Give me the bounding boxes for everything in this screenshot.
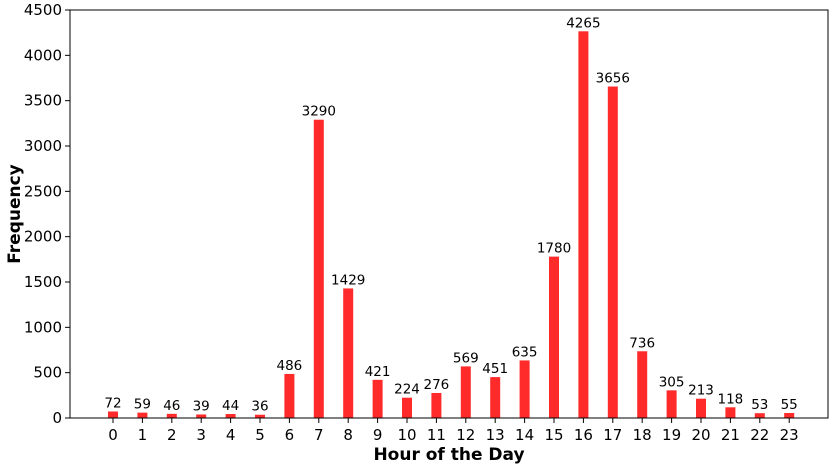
data-label-hour-16: 4265: [566, 15, 600, 31]
data-label-hour-14: 635: [512, 344, 538, 360]
data-label-hour-18: 736: [629, 335, 655, 351]
data-label-hour-1: 59: [134, 397, 151, 413]
bar-hour-11: [431, 392, 442, 418]
y-tick-label-2000: 2000: [24, 228, 62, 246]
x-tick-label-0: 0: [108, 426, 118, 444]
bar-hour-12: [460, 366, 471, 418]
x-tick-label-11: 11: [427, 426, 446, 444]
data-label-hour-12: 569: [453, 350, 479, 366]
y-tick-label-3500: 3500: [24, 92, 62, 110]
data-label-hour-7: 3290: [302, 104, 336, 120]
x-tick-label-13: 13: [486, 426, 505, 444]
bar-hour-18: [637, 351, 648, 418]
x-tick-label-19: 19: [662, 426, 681, 444]
bar-hour-15: [549, 256, 559, 418]
y-axis-title: Frequency: [5, 164, 25, 264]
data-label-hour-20: 213: [688, 383, 714, 399]
x-tick-label-10: 10: [397, 426, 416, 444]
data-label-hour-4: 44: [222, 398, 239, 414]
x-tick-label-5: 5: [255, 426, 265, 444]
x-tick-label-23: 23: [780, 426, 799, 444]
x-tick-label-17: 17: [603, 426, 622, 444]
x-tick-label-3: 3: [196, 426, 206, 444]
bar-hour-2: [166, 413, 177, 418]
data-label-hour-8: 1429: [331, 272, 365, 288]
bar-hour-13: [490, 377, 501, 418]
x-tick-label-15: 15: [544, 426, 563, 444]
data-label-hour-19: 305: [659, 374, 685, 390]
bar-hour-4: [225, 414, 236, 418]
bar-hour-17: [607, 86, 618, 418]
x-tick-label-6: 6: [285, 426, 295, 444]
x-tick-label-8: 8: [343, 426, 353, 444]
y-tick-label-1000: 1000: [24, 318, 62, 336]
data-label-hour-23: 55: [781, 397, 798, 413]
y-axis: 0 500 1000 1500 2000 2500 3000 3500 4000 4500: [24, 1, 70, 427]
x-tick-label-20: 20: [691, 426, 710, 444]
x-tick-label-4: 4: [226, 426, 236, 444]
bar-hour-8: [343, 288, 354, 418]
x-tick-label-9: 9: [373, 426, 383, 444]
bar-hour-10: [402, 397, 412, 418]
data-label-hour-15: 1780: [537, 241, 571, 257]
plot-frame: [69, 9, 829, 419]
bar-hour-23: [784, 413, 795, 418]
data-label-hour-21: 118: [718, 391, 744, 407]
x-tick-label-14: 14: [515, 426, 534, 444]
bar-hour-7: [313, 119, 324, 418]
bar-hour-16: [578, 31, 589, 418]
data-label-hour-11: 276: [424, 377, 450, 393]
x-axis-title: Hour of the Day: [373, 445, 524, 465]
y-tick-label-2500: 2500: [24, 182, 62, 200]
bar-hour-20: [696, 398, 706, 418]
data-label-hour-3: 39: [193, 398, 210, 414]
bar-hour-21: [725, 407, 736, 418]
data-label-hour-10: 224: [394, 382, 420, 398]
data-label-hour-13: 451: [482, 361, 508, 377]
y-tick-label-4500: 4500: [24, 1, 62, 19]
y-tick-label-3000: 3000: [24, 137, 62, 155]
x-tick-label-1: 1: [138, 426, 148, 444]
y-tick-label-1500: 1500: [24, 273, 62, 291]
data-label-hour-5: 36: [251, 399, 268, 415]
y-tick-label-500: 500: [33, 364, 62, 382]
x-tick-label-21: 21: [721, 426, 740, 444]
bar-hour-9: [372, 379, 383, 418]
x-tick-label-12: 12: [456, 426, 475, 444]
x-tick-label-18: 18: [633, 426, 652, 444]
bar-hour-22: [754, 413, 765, 418]
bar-hour-3: [196, 414, 207, 418]
bar-hour-14: [519, 360, 530, 418]
bars-group: [108, 31, 795, 418]
y-tick-label-4000: 4000: [24, 46, 62, 64]
x-tick-label-7: 7: [314, 426, 324, 444]
x-tick-label-22: 22: [750, 426, 769, 444]
data-label-hour-22: 53: [751, 397, 768, 413]
bar-hour-5: [255, 414, 265, 418]
data-label-hour-2: 46: [163, 398, 180, 414]
data-label-hour-0: 72: [104, 395, 121, 411]
data-label-hour-9: 421: [365, 364, 391, 380]
bar-hour-19: [666, 390, 677, 418]
bar-hour-1: [137, 412, 148, 418]
data-label-hour-6: 486: [277, 358, 303, 374]
x-axis: 0 1 2 3 4 5 6 7 8 9 10 11 12 13 14 15 16 17 18 19 20 21 22 23: [108, 418, 799, 444]
x-tick-label-16: 16: [574, 426, 593, 444]
y-tick-label-0: 0: [52, 409, 62, 427]
x-tick-label-2: 2: [167, 426, 177, 444]
data-label-hour-17: 3656: [596, 71, 630, 87]
bar-hour-6: [284, 373, 295, 418]
bar-hour-0: [108, 411, 118, 418]
